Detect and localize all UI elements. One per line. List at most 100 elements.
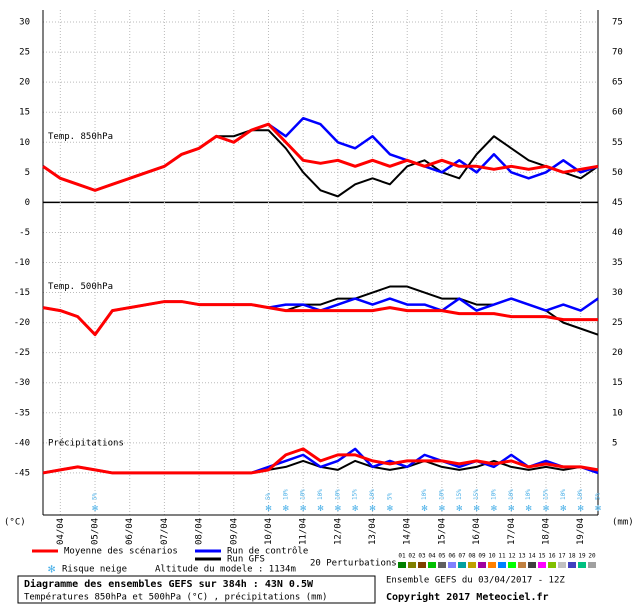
perturbation-swatch bbox=[478, 562, 486, 568]
x-tick-label: 07/04 bbox=[160, 518, 170, 545]
legend-label: Run GFS bbox=[227, 555, 265, 565]
perturbation-swatch bbox=[538, 562, 546, 568]
snow-risk-label: 15% bbox=[456, 489, 463, 500]
snow-risk-label: 10% bbox=[300, 489, 307, 500]
y2-tick-label: 70 bbox=[612, 48, 623, 58]
snow-marker: ✻ bbox=[387, 503, 393, 514]
y-tick-label: -25 bbox=[14, 348, 30, 358]
snow-risk-label: 5% bbox=[386, 492, 393, 500]
y-tick-label: 30 bbox=[19, 18, 30, 28]
x-tick-label: 06/04 bbox=[125, 518, 135, 545]
perturbation-number: 18 bbox=[568, 553, 576, 560]
y-tick-label: 25 bbox=[19, 48, 30, 58]
perturbation-number: 10 bbox=[488, 553, 496, 560]
y2-tick-label: 55 bbox=[612, 138, 623, 148]
snow-marker: ✻ bbox=[335, 503, 341, 514]
y2-tick-label: 40 bbox=[612, 228, 623, 238]
snow-marker: ✻ bbox=[456, 503, 462, 514]
legend-label: Run de contrôle bbox=[227, 546, 308, 557]
series-line bbox=[42, 122, 599, 192]
x-tick-label: 08/04 bbox=[195, 518, 205, 545]
y-tick-label: 15 bbox=[19, 108, 30, 118]
y-tick-label: -40 bbox=[14, 438, 30, 448]
y-tick-label: 0 bbox=[25, 198, 30, 208]
x-tick-label: 10/04 bbox=[264, 518, 274, 545]
y-tick-label: -10 bbox=[14, 258, 30, 268]
snow-risk-label: 10% bbox=[577, 489, 584, 500]
perturbation-swatch bbox=[418, 562, 426, 568]
y-unit: (°C) bbox=[4, 518, 26, 528]
perturbation-swatch bbox=[548, 562, 556, 568]
perturbation-number: 16 bbox=[548, 553, 556, 560]
y2-tick-label: 65 bbox=[612, 78, 623, 88]
x-tick-label: 19/04 bbox=[576, 518, 586, 545]
snow-risk-label: 10% bbox=[438, 489, 445, 500]
perturbation-number: 05 bbox=[438, 553, 446, 560]
perturbation-swatch bbox=[528, 562, 536, 568]
perturbation-swatch bbox=[578, 562, 586, 568]
x-tick-label: 14/04 bbox=[403, 518, 413, 545]
x-tick-label: 18/04 bbox=[541, 518, 551, 545]
y2-tick-label: 35 bbox=[612, 258, 623, 268]
perturbation-number: 14 bbox=[528, 553, 536, 560]
perturbation-swatch bbox=[408, 562, 416, 568]
perturbation-swatch bbox=[468, 562, 476, 568]
snow-marker: ✻ bbox=[265, 503, 271, 514]
title-box bbox=[17, 575, 376, 604]
copyright: Copyright 2017 Meteociel.fr bbox=[386, 591, 549, 603]
perturbation-number: 01 bbox=[398, 553, 406, 560]
y-tick-label: -20 bbox=[14, 318, 30, 328]
snow-marker: ✻ bbox=[595, 503, 601, 514]
altitude: Altitude du modele : 1134m bbox=[155, 565, 296, 575]
perturbation-swatch bbox=[438, 562, 446, 568]
legend-label: Moyenne des scénarios bbox=[64, 546, 178, 557]
perturbation-number: 15 bbox=[538, 553, 546, 560]
x-tick-label: 05/04 bbox=[91, 518, 101, 545]
y2-tick-label: 75 bbox=[612, 18, 623, 28]
y-tick-label: 20 bbox=[19, 78, 30, 88]
perturbation-number: 20 bbox=[588, 553, 596, 560]
y-tick-label: -30 bbox=[14, 378, 30, 388]
y-tick-label: -15 bbox=[14, 288, 30, 298]
snow-marker: ✻ bbox=[370, 503, 376, 514]
snow-marker: ✻ bbox=[508, 503, 514, 514]
snow-risk-label: 5% bbox=[92, 492, 99, 500]
perturbation-swatch bbox=[428, 562, 436, 568]
snow-marker: ✻ bbox=[526, 503, 532, 514]
series-line bbox=[42, 447, 599, 475]
y2-tick-label: 5 bbox=[612, 438, 617, 448]
snow-marker: ✻ bbox=[92, 503, 98, 514]
snow-risk-label: 10% bbox=[508, 489, 515, 500]
perturbation-number: 07 bbox=[458, 553, 466, 560]
ensemble-info: Ensemble GEFS du 03/04/2017 - 12Z bbox=[386, 576, 565, 586]
y2-tick-label: 50 bbox=[612, 168, 623, 178]
snow-risk-label: 5% bbox=[595, 492, 602, 500]
snow-marker: ✻ bbox=[283, 503, 289, 514]
perturbation-number: 09 bbox=[478, 553, 486, 560]
x-tick-label: 13/04 bbox=[368, 518, 378, 545]
perturbation-number: 03 bbox=[418, 553, 426, 560]
perturbation-swatch bbox=[448, 562, 456, 568]
x-tick-label: 16/04 bbox=[472, 518, 482, 545]
y2-unit: (mm) bbox=[612, 518, 634, 528]
perturbation-number: 12 bbox=[508, 553, 516, 560]
snow-risk-label: 10% bbox=[334, 489, 341, 500]
y2-tick-label: 30 bbox=[612, 288, 623, 298]
perturbation-swatch bbox=[508, 562, 516, 568]
snow-marker: ✻ bbox=[422, 503, 428, 514]
snow-marker: ✻ bbox=[474, 503, 480, 514]
snow-risk-label: 10% bbox=[421, 489, 428, 500]
x-tick-label: 17/04 bbox=[507, 518, 517, 545]
x-tick-label: 12/04 bbox=[333, 518, 343, 545]
snow-risk-label: 10% bbox=[525, 489, 532, 500]
panel-label: Précipitations bbox=[48, 437, 124, 448]
snow-risk-label: 15% bbox=[542, 489, 549, 500]
snow-marker: ✻ bbox=[300, 503, 306, 514]
snow-label: Risque neige bbox=[62, 565, 127, 575]
y-tick-label: -45 bbox=[14, 468, 30, 478]
perturbation-number: 06 bbox=[448, 553, 456, 560]
snow-risk-label: 10% bbox=[490, 489, 497, 500]
